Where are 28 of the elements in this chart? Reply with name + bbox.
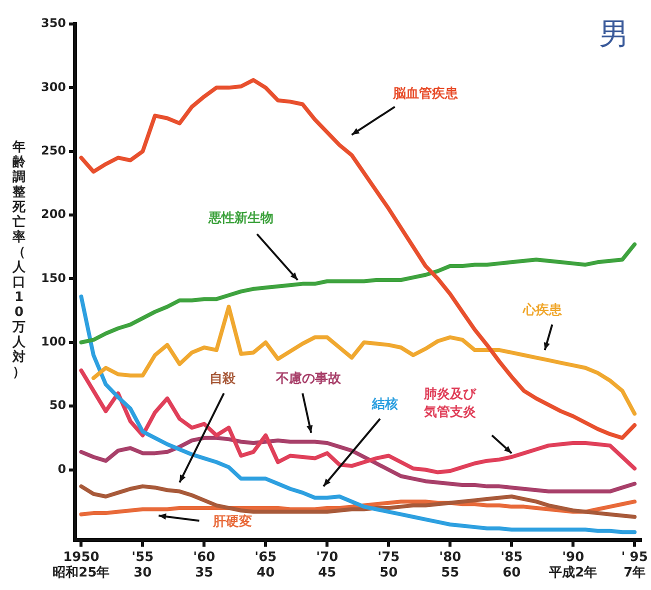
x-tick-label: '85 60 [500,550,523,581]
y-tick-label: 250 [40,143,66,158]
text: 脳血管疾患 [392,85,460,102]
x-tick-label: ' 95 7年 [621,550,648,581]
y-tick-label: 350 [40,16,66,30]
y-tick-label: 150 [40,270,66,285]
y-tick-label: 300 [40,80,66,94]
x-tick-label: '55 30 [132,550,154,581]
y-tick-label: 0 [58,462,66,476]
x-tick-label: '80 55 [439,550,462,581]
text: 悪性新生物 [208,210,274,226]
y-tick-label: 50 [49,398,66,412]
text: 肺炎及び気管支炎 [423,386,478,420]
x-tick-label: '90 平成2年 [548,550,598,581]
series-label: 肝硬変 [212,513,252,530]
y-tick-label: 100 [40,334,66,349]
x-tick-label: '60 35 [193,550,216,581]
chart-title: 男 [599,16,629,54]
text: 心疾患 [522,302,563,318]
x-tick-label: '75 50 [378,550,400,581]
x-tick-label: 1950 昭和25年 [52,550,110,581]
text: 自殺 [210,372,237,387]
x-tick-label: '70 45 [316,550,338,581]
text: 結核 [370,396,398,412]
x-tick-label: '65 40 [254,550,277,581]
text: 年齢調整死亡率（人口10万人対） [12,140,26,380]
text: 不慮の事故 [275,372,342,387]
y-tick-label: 200 [40,207,66,222]
